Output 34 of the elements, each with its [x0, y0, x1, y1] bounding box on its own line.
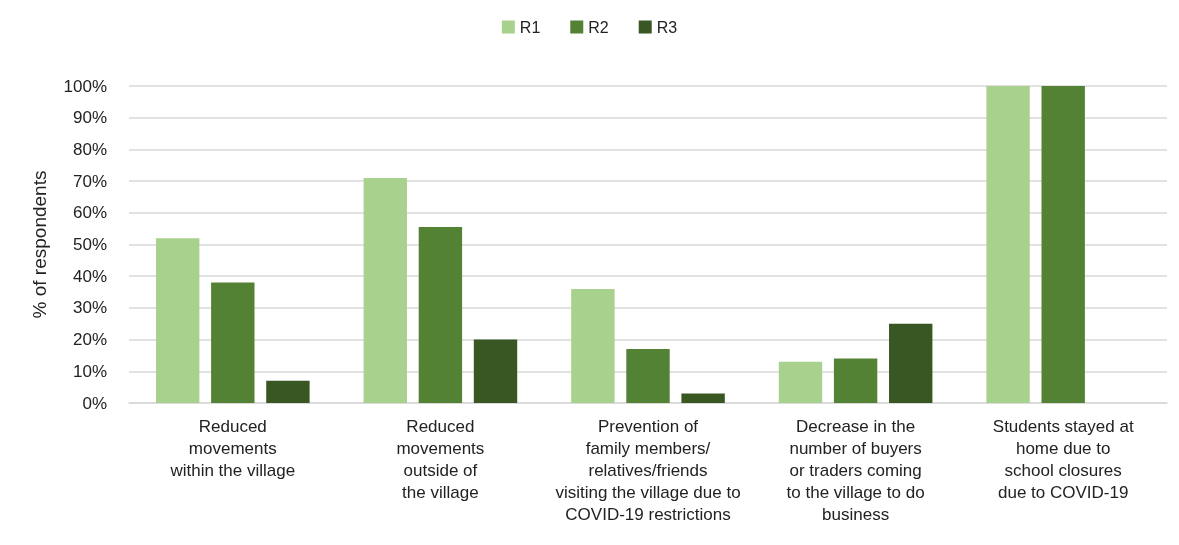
bar — [211, 282, 255, 403]
y-tick-label: 40% — [72, 266, 107, 286]
bar — [626, 349, 670, 403]
y-tick-label: 0% — [82, 393, 107, 413]
y-tick-label: 100% — [63, 76, 107, 96]
legend-label: R2 — [588, 18, 609, 36]
bar — [889, 323, 933, 403]
bar — [418, 227, 463, 403]
bar — [571, 288, 615, 403]
bar — [681, 393, 725, 403]
bar — [266, 380, 310, 403]
bar — [473, 339, 518, 403]
y-tick-label: 20% — [72, 330, 107, 350]
y-tick-label: 90% — [72, 108, 107, 128]
y-tick-label: 30% — [72, 298, 107, 318]
legend-label: R1 — [519, 18, 541, 36]
bar — [778, 361, 823, 403]
bar — [833, 358, 878, 403]
y-tick-label: 50% — [72, 235, 107, 254]
y-tick-label: 70% — [72, 171, 107, 191]
x-tick-label: Reduced movements outside of the village — [396, 416, 485, 502]
x-tick-label: Reduced movements within the village — [169, 416, 296, 480]
bar — [1041, 86, 1085, 403]
y-tick-label: 80% — [72, 139, 107, 159]
y-tick-label: 60% — [72, 203, 107, 223]
y-tick-label: 10% — [72, 361, 107, 381]
x-tick-label: Prevention of family members/ relatives/friends visiting the village due to COVID-19 restrictions — [555, 416, 741, 524]
bar — [986, 86, 1030, 403]
legend-label: R3 — [656, 18, 678, 36]
x-tick-label: Decrease in the number of buyers or traders coming to the village to do business — [786, 416, 925, 524]
x-tick-label: Students stayed at home due to school closures due to COVID-19 — [992, 416, 1134, 502]
y-axis-title: % of respondents — [29, 170, 50, 319]
bar — [155, 238, 200, 403]
bar — [363, 177, 407, 403]
